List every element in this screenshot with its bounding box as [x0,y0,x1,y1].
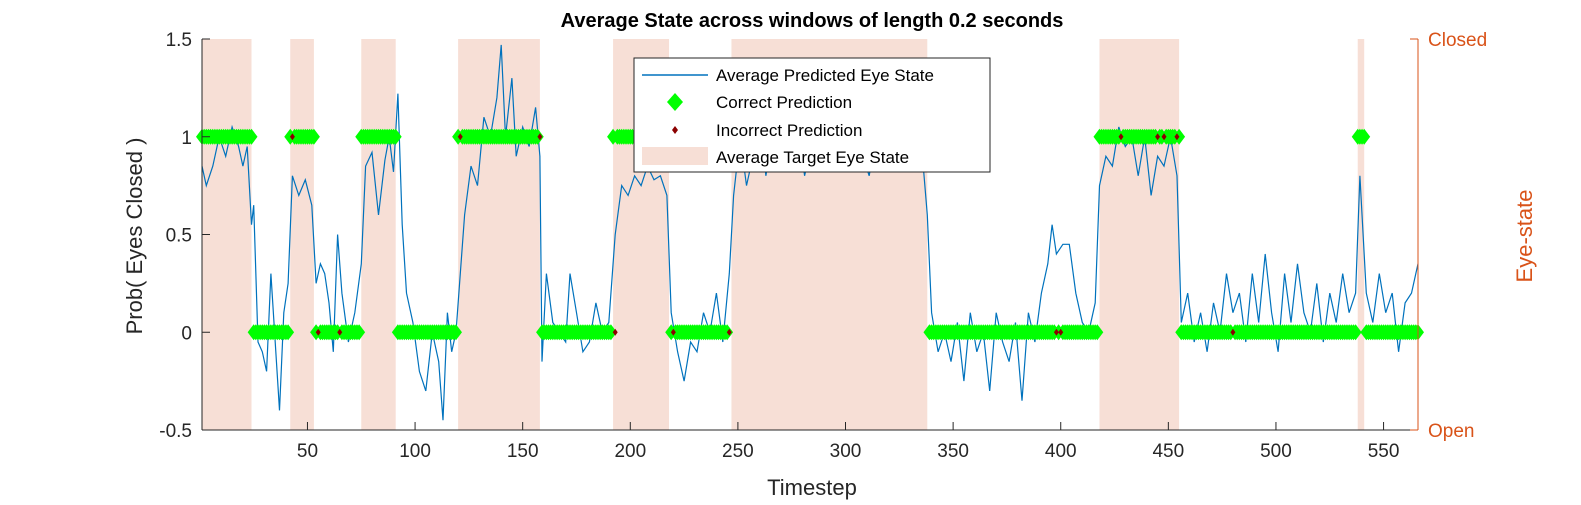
x-tick-label: 450 [1152,441,1184,462]
correct-prediction-marker [1358,128,1371,145]
target-closed-band [458,39,540,430]
correct-prediction-marker [245,128,258,145]
legend-target-swatch [642,147,708,165]
y-tick-label: 0 [181,323,192,344]
correct-prediction-marker [604,324,617,341]
x-tick-label: 550 [1368,441,1400,462]
incorrect-prediction-marker [1230,328,1236,336]
incorrect-prediction-marker [670,328,676,336]
right-axis-label: Eye-state [1512,190,1537,283]
correct-prediction-marker [1349,324,1362,341]
incorrect-prediction-marker [289,133,295,141]
target-closed-band [1357,39,1365,430]
correct-prediction-marker [353,324,366,341]
target-closed-band [361,39,396,430]
x-tick-label: 350 [937,441,969,462]
incorrect-prediction-marker [1161,133,1167,141]
incorrect-prediction-marker [1058,328,1064,336]
incorrect-prediction-marker [1118,133,1124,141]
incorrect-prediction-marker [337,328,343,336]
legend-entry-predicted: Average Predicted Eye State [716,66,934,85]
y-tick-label: 0.5 [166,226,192,247]
y-tick-label: -0.5 [159,421,192,442]
correct-prediction-marker [282,324,295,341]
target-closed-band [290,39,314,430]
x-tick-label: 400 [1045,441,1077,462]
target-closed-band [202,39,252,430]
correct-prediction-marker [389,128,402,145]
y-tick-label: 1.5 [166,30,192,51]
incorrect-prediction-marker [1155,133,1161,141]
chart-title: Average State across windows of length 0… [561,10,1064,32]
incorrect-prediction-marker [612,328,618,336]
x-axis-label: Timestep [767,475,857,500]
legend-entry-incorrect: Incorrect Prediction [716,121,862,140]
target-closed-band [1099,39,1180,430]
incorrect-prediction-marker [537,133,543,141]
right-tick-closed: Closed [1428,30,1487,51]
right-tick-open: Open [1428,421,1474,442]
x-tick-label: 200 [614,441,646,462]
legend: Average Predicted Eye State Correct Pred… [633,57,991,173]
x-tick-label: 150 [507,441,539,462]
y-axis-label: Prob( Eyes Closed ) [122,138,147,335]
correct-prediction-marker [1091,324,1104,341]
x-tick-label: 500 [1260,441,1292,462]
incorrect-prediction-marker [726,328,732,336]
legend-entry-correct: Correct Prediction [716,93,852,112]
incorrect-prediction-marker [1053,328,1059,336]
legend-entry-target: Average Target Eye State [716,148,909,167]
legend-incorrect-swatch [672,126,678,134]
x-tick-label: 250 [722,441,754,462]
incorrect-prediction-marker [1174,133,1180,141]
x-tick-label: 300 [830,441,862,462]
incorrect-prediction-marker [457,133,463,141]
incorrect-prediction-marker [315,328,321,336]
correct-prediction-marker [307,128,320,145]
y-tick-label: 1 [181,128,192,149]
axes-layer: 50 100 150 200 250 300 350 400 450 500 550 -0.5 0 0.5… [159,30,1419,462]
legend-correct-swatch [667,93,683,111]
correct-prediction-marker [449,324,462,341]
x-tick-label: 100 [399,441,431,462]
x-tick-label: 50 [297,441,318,462]
